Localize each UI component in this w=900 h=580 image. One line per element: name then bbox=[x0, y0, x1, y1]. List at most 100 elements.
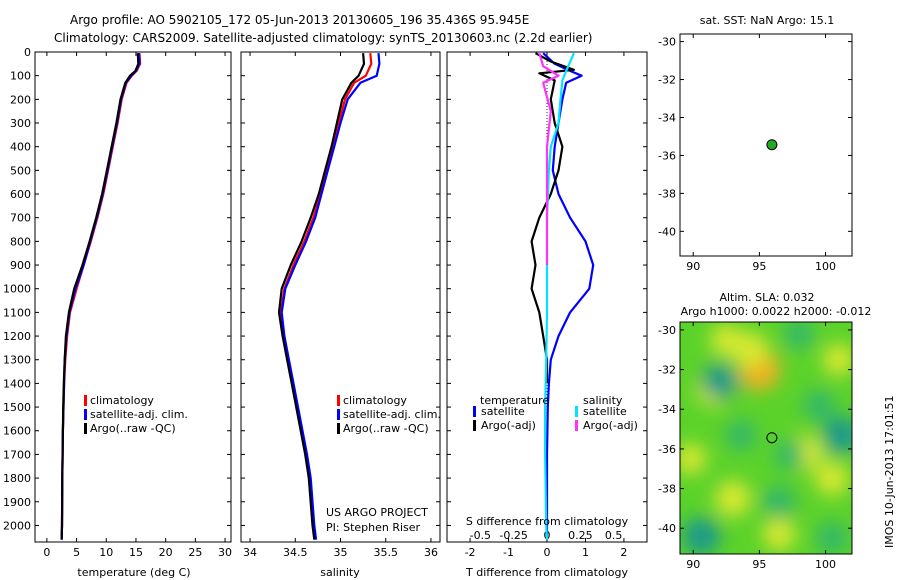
y-tick-label: 1200 bbox=[3, 330, 31, 343]
location-panel: sat. SST: NaN Argo: 15.1 90 95 100 -30 -32 -3… bbox=[658, 14, 853, 273]
heatmap-cell bbox=[774, 439, 806, 471]
legend-swatch-argo bbox=[84, 423, 87, 434]
heatmap-cell bbox=[762, 485, 797, 520]
x-tick-label: 95 bbox=[752, 558, 766, 571]
x-tick-label: 20 bbox=[159, 546, 173, 559]
x-tick-label: 1 bbox=[582, 546, 589, 559]
y-tick-label: 400 bbox=[10, 141, 31, 154]
y-tick-label: 1700 bbox=[3, 448, 31, 461]
series-line bbox=[280, 53, 381, 540]
legend-swatch-argo bbox=[337, 423, 340, 434]
y-tick-label: -38 bbox=[658, 483, 676, 496]
plot-frame bbox=[240, 51, 441, 543]
heatmap-cell bbox=[802, 389, 835, 422]
argo-location-marker bbox=[766, 139, 778, 151]
x-tick-label: 100 bbox=[815, 558, 836, 571]
series-line bbox=[543, 52, 575, 540]
y-tick-label: -34 bbox=[658, 111, 676, 124]
y-tick-label: 800 bbox=[10, 235, 31, 248]
legend-label-temp-satellite: satellite bbox=[481, 405, 525, 418]
series-line bbox=[542, 52, 595, 540]
x-tick-label: 30 bbox=[218, 546, 232, 559]
salinity-plot: 34 34.5 35 35.5 36 bbox=[240, 51, 441, 559]
y-tick-label: -34 bbox=[658, 403, 676, 416]
pi-label: PI: Stephen Riser bbox=[326, 521, 421, 534]
legend-label-temp-argo: Argo(-adj) bbox=[481, 419, 536, 432]
heatmap-cell bbox=[680, 443, 707, 475]
x-tick-label: 35.5 bbox=[373, 546, 398, 559]
y-tick-label: -30 bbox=[658, 324, 676, 337]
heatmap-cell bbox=[682, 517, 721, 554]
y-tick-label: 1100 bbox=[3, 306, 31, 319]
temperature-plot: 0 5 10 15 20 25 300100200300400500600700800900… bbox=[3, 46, 232, 559]
y-tick-label: 900 bbox=[10, 259, 31, 272]
salinity-difference-label: S difference from climatology bbox=[466, 515, 629, 528]
legend-swatch-sal-satellite bbox=[575, 406, 578, 417]
location-plot: 90 95 100 -30 -32 -34 -36 -38 -40 bbox=[658, 33, 853, 273]
y-tick-label: 100 bbox=[10, 70, 31, 83]
y-tick-label: -40 bbox=[658, 225, 676, 238]
x-tick-label: 95 bbox=[752, 260, 766, 273]
y-tick-label: -40 bbox=[658, 522, 676, 535]
y-tick-label: 1900 bbox=[3, 496, 31, 509]
series-line bbox=[530, 52, 576, 384]
x-tick-label: 34.5 bbox=[283, 546, 308, 559]
s-tick-label: -0.25 bbox=[499, 529, 527, 542]
x-tick-label: -2 bbox=[465, 546, 476, 559]
legend-label-argo: Argo(..raw -QC) bbox=[90, 422, 176, 435]
salinity-xlabel: salinity bbox=[320, 566, 360, 579]
altimetry-title-1: Altim. SLA: 0.032 bbox=[719, 291, 814, 304]
heatmap-cell bbox=[822, 343, 852, 376]
y-tick-label: -32 bbox=[658, 364, 676, 377]
y-tick-label: -32 bbox=[658, 74, 676, 87]
x-tick-label: 5 bbox=[73, 546, 80, 559]
heatmap-cell bbox=[714, 480, 751, 517]
heatmap-cell bbox=[710, 323, 743, 356]
s-tick-label: 0.25 bbox=[568, 529, 593, 542]
x-tick-label: 10 bbox=[99, 546, 113, 559]
argo-location-marker bbox=[766, 432, 778, 444]
x-tick-label: 90 bbox=[686, 558, 700, 571]
credit-label: IMOS 10-Jun-2013 17:01:51 bbox=[883, 395, 896, 548]
legend-title-temperature: temperature bbox=[480, 394, 549, 407]
project-label: US ARGO PROJECT bbox=[326, 506, 428, 519]
x-tick-label: 35 bbox=[334, 546, 348, 559]
y-tick-label: 1000 bbox=[3, 283, 31, 296]
temperature-panel: 0 5 10 15 20 25 300100200300400500600700800900… bbox=[3, 46, 232, 579]
legend-title-salinity: salinity bbox=[583, 394, 623, 407]
legend-label-argo: Argo(..raw -QC) bbox=[343, 422, 429, 435]
heatmap-cell bbox=[822, 416, 852, 455]
difference-xlabel: T difference from climatology bbox=[465, 566, 628, 579]
title-line-2: Climatology: CARS2009. Satellite-adjuste… bbox=[54, 31, 592, 45]
y-tick-label: -36 bbox=[658, 149, 676, 162]
legend-label-satellite: satellite-adj. clim. bbox=[343, 408, 441, 421]
difference-plot: -2 -1 0 1 2-0.5 -0.25 0 0.25 0.5 bbox=[446, 51, 648, 559]
y-tick-label: 1400 bbox=[3, 377, 31, 390]
heatmap-cell bbox=[762, 517, 796, 551]
s-tick-label: 0.5 bbox=[605, 529, 623, 542]
x-tick-label: 34 bbox=[243, 546, 257, 559]
difference-legend: temperature salinity satellite Argo(-adj… bbox=[473, 394, 638, 432]
series-line bbox=[60, 53, 140, 540]
legend-label-sal-satellite: satellite bbox=[583, 405, 627, 418]
x-tick-label: -1 bbox=[503, 546, 514, 559]
y-tick-label: 0 bbox=[24, 46, 31, 59]
y-tick-label: 1600 bbox=[3, 425, 31, 438]
y-tick-label: 700 bbox=[10, 212, 31, 225]
legend-swatch-temp-satellite bbox=[473, 406, 476, 417]
plot-frame bbox=[34, 51, 232, 543]
plot-frame bbox=[679, 321, 853, 555]
altimetry-title-2: Argo h1000: 0.0022 h2000: -0.012 bbox=[681, 305, 872, 318]
legend-swatch-temp-argo bbox=[473, 420, 476, 431]
heatmap-cell bbox=[815, 521, 849, 554]
x-tick-label: 25 bbox=[188, 546, 202, 559]
legend-label-climatology: climatology bbox=[90, 394, 154, 407]
heatmap-cells bbox=[680, 322, 852, 554]
series-line bbox=[277, 53, 366, 540]
salinity-legend: climatology satellite-adj. clim. Argo(..… bbox=[337, 394, 441, 435]
heatmap-cell bbox=[783, 322, 815, 350]
plot-frame bbox=[679, 33, 853, 257]
legend-swatch-climatology bbox=[337, 395, 340, 406]
y-tick-label: 600 bbox=[10, 188, 31, 201]
